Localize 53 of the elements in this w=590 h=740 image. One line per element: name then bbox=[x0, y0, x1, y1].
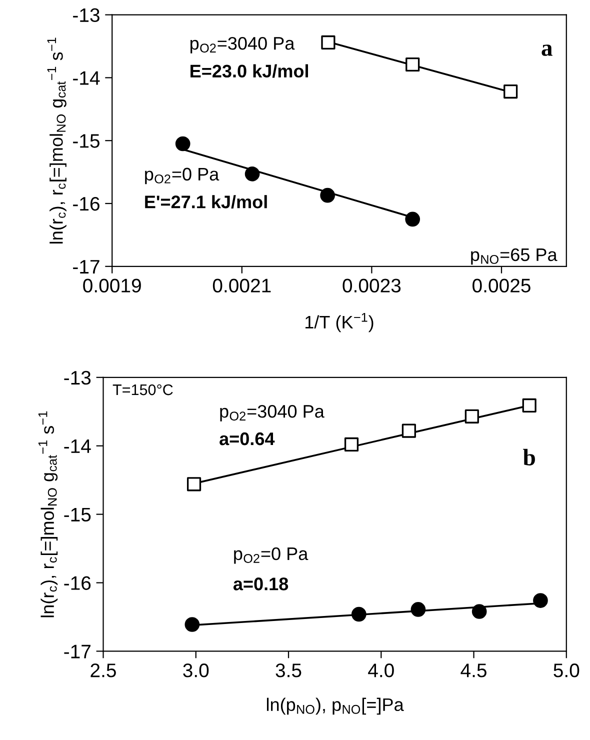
annotation: a bbox=[542, 44, 552, 56]
x-tick-label: 0.0021 bbox=[212, 278, 271, 292]
point bbox=[186, 477, 202, 492]
y-tick-label: -13 bbox=[73, 8, 100, 22]
x-tick-label: 0.0023 bbox=[342, 278, 401, 292]
text: ln(r$_{c}$), r$_{c}$[=]mol$_{NO}$ g$_{cat}$$^{−1}$ s$^{−1}$ bbox=[38, 411, 58, 618]
y-tick-label: -17 bbox=[73, 260, 100, 274]
point bbox=[351, 606, 366, 622]
x-tick-label: 4.5 bbox=[460, 664, 486, 678]
annotation: p$_{O2}$=3040 Pa bbox=[220, 404, 324, 422]
point bbox=[472, 604, 487, 619]
text: ln(r$_{c}$), r$_{c}$[=]mol$_{NO}$ g$_{cat}$$^{−1}$ s$^{−1}$ bbox=[47, 38, 66, 244]
point bbox=[344, 437, 359, 452]
x-tick-label: 5.0 bbox=[554, 664, 580, 678]
point bbox=[321, 35, 336, 50]
x-axis-title: 1/T (K$^{−1}$) bbox=[306, 313, 374, 332]
y-tick-label: -14 bbox=[73, 71, 100, 85]
x-axis-title: ln(p$_{NO}$), p$_{NO}$[=]Pa bbox=[266, 698, 404, 715]
x-tick-label: 3.5 bbox=[276, 664, 302, 678]
point bbox=[406, 57, 420, 72]
y-tick-label: -16 bbox=[64, 576, 91, 590]
annotation: b bbox=[523, 448, 535, 466]
point bbox=[410, 602, 426, 617]
y-tick-label: -15 bbox=[73, 134, 100, 148]
y-tick-label: -17 bbox=[64, 644, 90, 658]
point bbox=[320, 188, 335, 203]
x-tick-label: 4.0 bbox=[368, 664, 394, 678]
x-tick-label: 2.5 bbox=[90, 664, 116, 678]
point bbox=[405, 212, 420, 227]
point bbox=[184, 617, 200, 632]
y-tick-label: -13 bbox=[64, 370, 91, 385]
annotation: p$_{O2}$=0 Pa bbox=[234, 547, 308, 564]
annotation: a=0.18 bbox=[233, 578, 288, 590]
point bbox=[464, 409, 479, 424]
annotation: p$_{O2}$=3040 Pa bbox=[190, 36, 295, 54]
point bbox=[175, 136, 190, 152]
annotation: E'=27.1 kJ/mol bbox=[145, 195, 267, 209]
point bbox=[522, 398, 536, 413]
point bbox=[402, 424, 416, 438]
x-tick-label: 0.0025 bbox=[472, 278, 530, 292]
annotation: E=23.0 kJ/mol bbox=[190, 64, 308, 78]
annotation: p$_{O2}$=0 Pa bbox=[145, 168, 220, 184]
y-tick-label: -16 bbox=[73, 196, 100, 211]
annotation: T=150°C bbox=[112, 384, 173, 396]
x-tick-label: 0.0019 bbox=[83, 278, 141, 292]
y-tick-label: -15 bbox=[64, 508, 91, 522]
y-tick-label: -14 bbox=[64, 440, 91, 453]
point bbox=[533, 593, 548, 608]
annotation: p$_{NO}$=65 Pa bbox=[471, 248, 558, 265]
annotation: a=0.64 bbox=[220, 432, 275, 446]
x-tick-label: 3.0 bbox=[183, 664, 209, 678]
point bbox=[504, 84, 518, 99]
point bbox=[244, 166, 260, 182]
